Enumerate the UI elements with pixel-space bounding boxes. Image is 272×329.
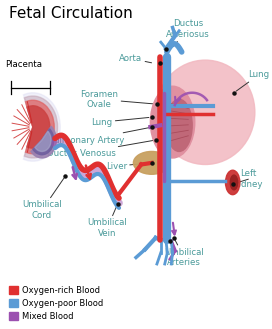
Text: Foramen
Ovale: Foramen Ovale bbox=[81, 89, 154, 109]
Text: Ductus
Arteriosus: Ductus Arteriosus bbox=[166, 19, 210, 47]
Text: Left
Kidney: Left Kidney bbox=[234, 169, 263, 189]
Text: Ductus Venosus: Ductus Venosus bbox=[47, 140, 153, 158]
Text: Aorta: Aorta bbox=[119, 54, 152, 63]
Ellipse shape bbox=[225, 170, 240, 195]
Wedge shape bbox=[26, 100, 54, 154]
Text: Lung: Lung bbox=[236, 70, 269, 91]
Text: Liver: Liver bbox=[106, 162, 149, 171]
Text: Fetal Circulation: Fetal Circulation bbox=[9, 6, 133, 21]
Text: Pulmonary Artery: Pulmonary Artery bbox=[49, 128, 150, 144]
Text: Oxygen-poor Blood: Oxygen-poor Blood bbox=[22, 299, 104, 308]
Wedge shape bbox=[24, 96, 58, 158]
Wedge shape bbox=[33, 129, 54, 155]
Text: Mixed Blood: Mixed Blood bbox=[22, 312, 74, 321]
Wedge shape bbox=[31, 126, 56, 158]
Ellipse shape bbox=[150, 86, 195, 158]
Text: Umbilical
Cord: Umbilical Cord bbox=[22, 178, 64, 220]
Text: Placenta: Placenta bbox=[5, 60, 42, 69]
Wedge shape bbox=[23, 93, 60, 161]
Bar bbox=[9, 312, 18, 320]
Text: Umbilical
Arteries: Umbilical Arteries bbox=[165, 240, 204, 267]
Text: Oxygen-rich Blood: Oxygen-rich Blood bbox=[22, 286, 100, 294]
Ellipse shape bbox=[230, 175, 238, 190]
Text: Lung: Lung bbox=[91, 117, 149, 127]
Text: Umbilical
Vein: Umbilical Vein bbox=[87, 206, 127, 238]
Ellipse shape bbox=[133, 151, 170, 174]
Bar bbox=[9, 299, 18, 307]
Wedge shape bbox=[35, 131, 51, 151]
Ellipse shape bbox=[166, 99, 192, 151]
Bar bbox=[9, 286, 18, 294]
Wedge shape bbox=[27, 106, 50, 148]
Ellipse shape bbox=[156, 60, 255, 164]
